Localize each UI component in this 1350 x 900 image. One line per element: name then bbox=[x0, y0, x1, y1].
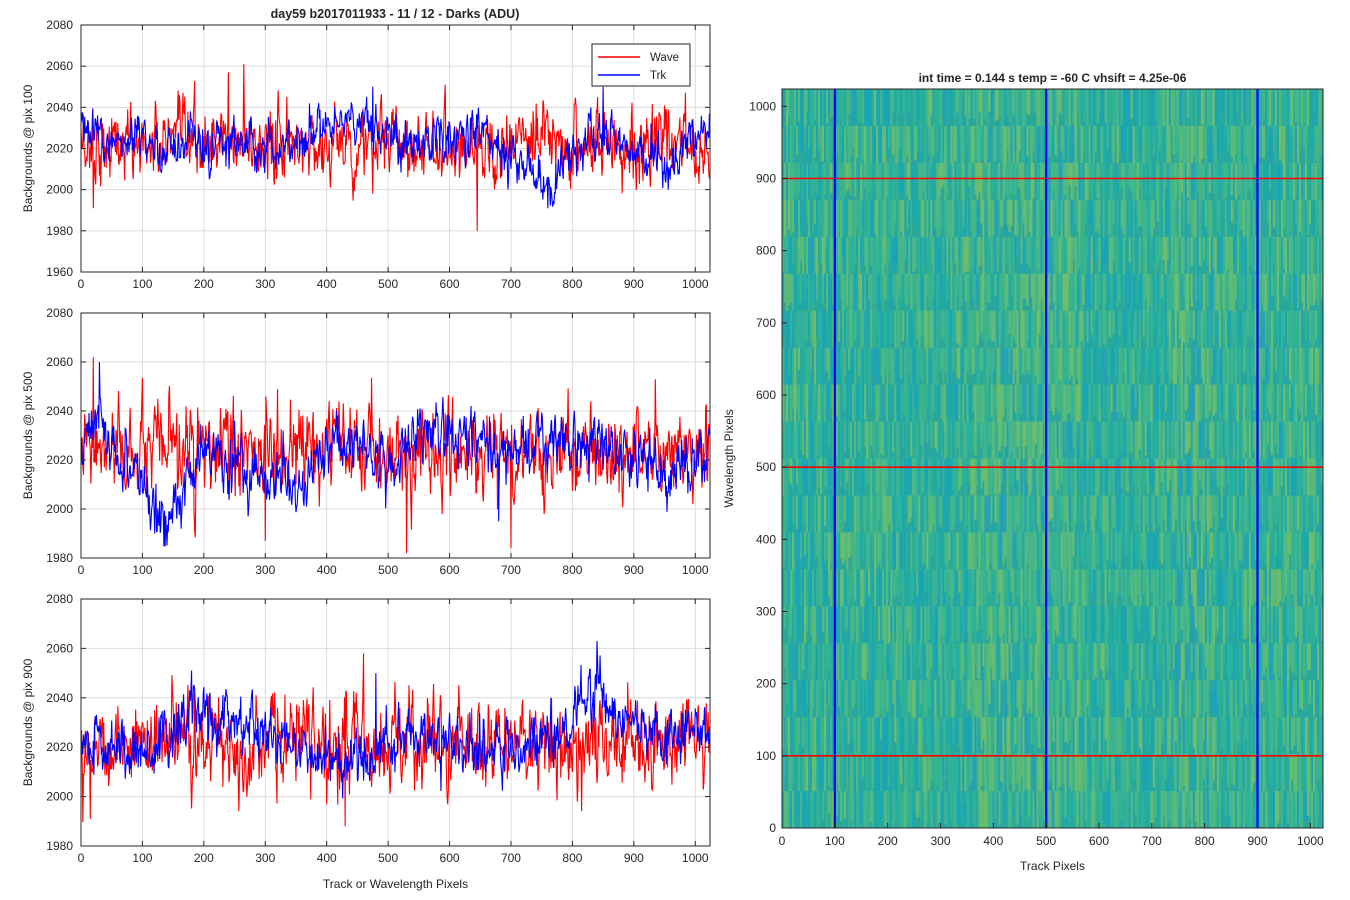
x-axis-label: Track or Wavelength Pixels bbox=[323, 877, 468, 891]
y-tick-label: 2040 bbox=[46, 404, 73, 418]
y-tick-label: 0 bbox=[769, 821, 776, 835]
x-tick-label: 900 bbox=[1247, 834, 1267, 848]
x-tick-label: 200 bbox=[878, 834, 898, 848]
legend-label-wave: Wave bbox=[650, 52, 679, 64]
x-tick-label: 1000 bbox=[682, 563, 709, 577]
y-axis-label: Wavelength Pixels bbox=[722, 409, 736, 507]
y-tick-label: 2080 bbox=[46, 592, 73, 606]
x-tick-label: 200 bbox=[194, 563, 214, 577]
x-tick-label: 100 bbox=[132, 277, 152, 291]
x-tick-label: 900 bbox=[624, 563, 644, 577]
y-tick-label: 2000 bbox=[46, 790, 73, 804]
y-tick-label: 2080 bbox=[46, 18, 73, 32]
y-tick-label: 500 bbox=[756, 460, 776, 474]
x-tick-label: 400 bbox=[983, 834, 1003, 848]
line-chart-pix-500: 0 100 200 300 400 500 600 700 800 900 1000 1980 2000… bbox=[21, 306, 711, 577]
x-tick-label: 800 bbox=[562, 563, 582, 577]
y-tick-label: 2060 bbox=[46, 641, 73, 655]
y-tick-label: 1980 bbox=[46, 551, 73, 565]
y-tick-label: 700 bbox=[756, 316, 776, 330]
line-chart-pix-100: 0 100 200 300 400 500 600 700 800 900 1000 1960 1980… bbox=[21, 18, 711, 291]
x-tick-label: 200 bbox=[194, 277, 214, 291]
y-tick-label: 900 bbox=[756, 171, 776, 185]
x-tick-label: 500 bbox=[378, 851, 398, 865]
series-line-trk bbox=[81, 86, 710, 209]
y-tick-label: 2060 bbox=[46, 59, 73, 73]
figure-title: day59 b2017011933 - 11 / 12 - Darks (ADU… bbox=[271, 7, 520, 21]
x-tick-label: 600 bbox=[440, 563, 460, 577]
heatmap-frame bbox=[781, 88, 1324, 829]
y-tick-label: 2040 bbox=[46, 691, 73, 705]
x-tick-label: 0 bbox=[779, 834, 786, 848]
y-tick-label: 2060 bbox=[46, 355, 73, 369]
x-tick-label: 900 bbox=[624, 851, 644, 865]
x-tick-label: 800 bbox=[1195, 834, 1215, 848]
y-tick-label: 2000 bbox=[46, 183, 73, 197]
x-tick-label: 300 bbox=[255, 563, 275, 577]
legend-label-trk: Trk bbox=[650, 70, 666, 82]
x-tick-label: 800 bbox=[562, 851, 582, 865]
y-tick-label: 200 bbox=[756, 677, 776, 691]
y-tick-label: 1960 bbox=[46, 265, 73, 279]
line-chart-pix-900: 0 100 200 300 400 500 600 700 800 900 1000 1980 2000… bbox=[21, 592, 711, 891]
y-tick-label: 400 bbox=[756, 532, 776, 546]
legend-box bbox=[591, 43, 691, 87]
x-tick-label: 600 bbox=[1089, 834, 1109, 848]
x-tick-label: 300 bbox=[930, 834, 950, 848]
x-axis-label: Track Pixels bbox=[1020, 859, 1085, 873]
x-tick-label: 900 bbox=[624, 277, 644, 291]
y-tick-label: 2040 bbox=[46, 100, 73, 114]
y-tick-label: 600 bbox=[756, 388, 776, 402]
x-tick-label: 500 bbox=[1036, 834, 1056, 848]
x-tick-label: 200 bbox=[194, 851, 214, 865]
x-tick-label: 700 bbox=[501, 277, 521, 291]
x-tick-label: 0 bbox=[78, 277, 85, 291]
x-tick-label: 400 bbox=[317, 851, 337, 865]
x-tick-label: 600 bbox=[440, 851, 460, 865]
x-tick-label: 700 bbox=[501, 851, 521, 865]
y-tick-label: 300 bbox=[756, 604, 776, 618]
heatmap-chart: 0 100 200 300 400 500 600 700 800 900 1000 0 100 200 3… bbox=[722, 71, 1324, 873]
heatmap-field bbox=[782, 89, 1324, 828]
y-tick-label: 2020 bbox=[46, 740, 73, 754]
x-tick-label: 100 bbox=[132, 563, 152, 577]
legend: Wave Trk bbox=[591, 43, 691, 87]
x-tick-label: 500 bbox=[378, 277, 398, 291]
y-tick-label: 100 bbox=[756, 749, 776, 763]
y-tick-label: 2020 bbox=[46, 142, 73, 156]
x-tick-label: 0 bbox=[78, 851, 85, 865]
y-axis-label: Backgrounds @ pix 500 bbox=[21, 371, 35, 499]
x-tick-label: 100 bbox=[825, 834, 845, 848]
x-tick-label: 800 bbox=[562, 277, 582, 291]
y-tick-label: 1980 bbox=[46, 224, 73, 238]
x-tick-label: 400 bbox=[317, 563, 337, 577]
heatmap-title: int time = 0.144 s temp = -60 C vhsift =… bbox=[919, 71, 1187, 85]
x-tick-label: 500 bbox=[378, 563, 398, 577]
y-tick-label: 800 bbox=[756, 244, 776, 258]
x-tick-label: 100 bbox=[132, 851, 152, 865]
y-tick-label: 1980 bbox=[46, 839, 73, 853]
x-tick-label: 1000 bbox=[682, 851, 709, 865]
x-tick-label: 0 bbox=[78, 563, 85, 577]
x-tick-label: 300 bbox=[255, 277, 275, 291]
y-tick-label: 2000 bbox=[46, 502, 73, 516]
axes-frame bbox=[80, 312, 711, 559]
axes-frame bbox=[80, 598, 711, 847]
x-tick-label: 700 bbox=[1142, 834, 1162, 848]
y-axis-label: Backgrounds @ pix 100 bbox=[21, 84, 35, 212]
x-tick-label: 600 bbox=[440, 277, 460, 291]
y-tick-label: 1000 bbox=[749, 99, 776, 113]
y-axis-label: Backgrounds @ pix 900 bbox=[21, 658, 35, 786]
x-tick-label: 1000 bbox=[682, 277, 709, 291]
y-tick-label: 2020 bbox=[46, 453, 73, 467]
x-tick-label: 1000 bbox=[1297, 834, 1324, 848]
x-tick-label: 300 bbox=[255, 851, 275, 865]
x-tick-label: 700 bbox=[501, 563, 521, 577]
series-line-trk bbox=[81, 640, 710, 799]
x-tick-label: 400 bbox=[317, 277, 337, 291]
series-line-trk bbox=[81, 361, 710, 547]
y-tick-label: 2080 bbox=[46, 306, 73, 320]
